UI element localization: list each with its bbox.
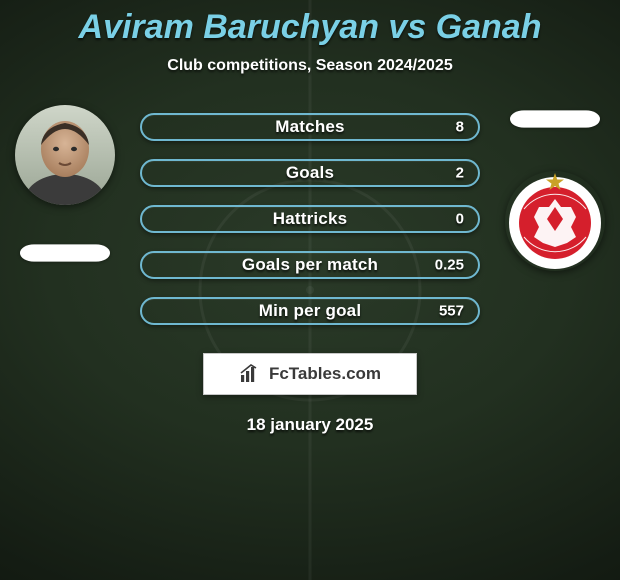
stat-value-right: 0: [456, 211, 464, 228]
player-left-flag: [20, 244, 110, 261]
subtitle: Club competitions, Season 2024/2025: [0, 57, 620, 75]
player-left-column: [10, 105, 120, 267]
stat-row: Goals per match 0.25: [140, 251, 480, 279]
stat-label: Goals per match: [242, 255, 378, 275]
player-left-avatar: [15, 105, 115, 205]
stat-row: Min per goal 557: [140, 297, 480, 325]
stat-value-right: 0.25: [435, 257, 464, 274]
branding-box: FcTables.com: [203, 353, 417, 395]
branding-text: FcTables.com: [269, 364, 381, 384]
player-right-flag: [510, 110, 600, 127]
stat-row: Goals 2: [140, 159, 480, 187]
stat-value-right: 557: [439, 303, 464, 320]
date-caption: 18 january 2025: [0, 415, 620, 435]
stat-label: Hattricks: [273, 209, 348, 229]
page-title: Aviram Baruchyan vs Ganah: [0, 0, 620, 47]
stat-value-right: 8: [456, 119, 464, 136]
stat-label: Goals: [286, 163, 334, 183]
stat-label: Min per goal: [259, 301, 362, 321]
avatar-photo-icon: [15, 105, 115, 205]
stat-label: Matches: [275, 117, 344, 137]
stat-bars: Matches 8 Goals 2 Hattricks 0 Goals per match 0…: [140, 105, 480, 325]
player-right-column: [500, 105, 610, 271]
stat-value-right: 2: [456, 165, 464, 182]
club-badge-icon: [505, 171, 605, 271]
player-right-avatar: [505, 171, 605, 271]
stat-row: Matches 8: [140, 113, 480, 141]
comparison-panel: Matches 8 Goals 2 Hattricks 0 Goals per match 0…: [0, 105, 620, 325]
stat-row: Hattricks 0: [140, 205, 480, 233]
bar-chart-icon: [239, 363, 261, 385]
